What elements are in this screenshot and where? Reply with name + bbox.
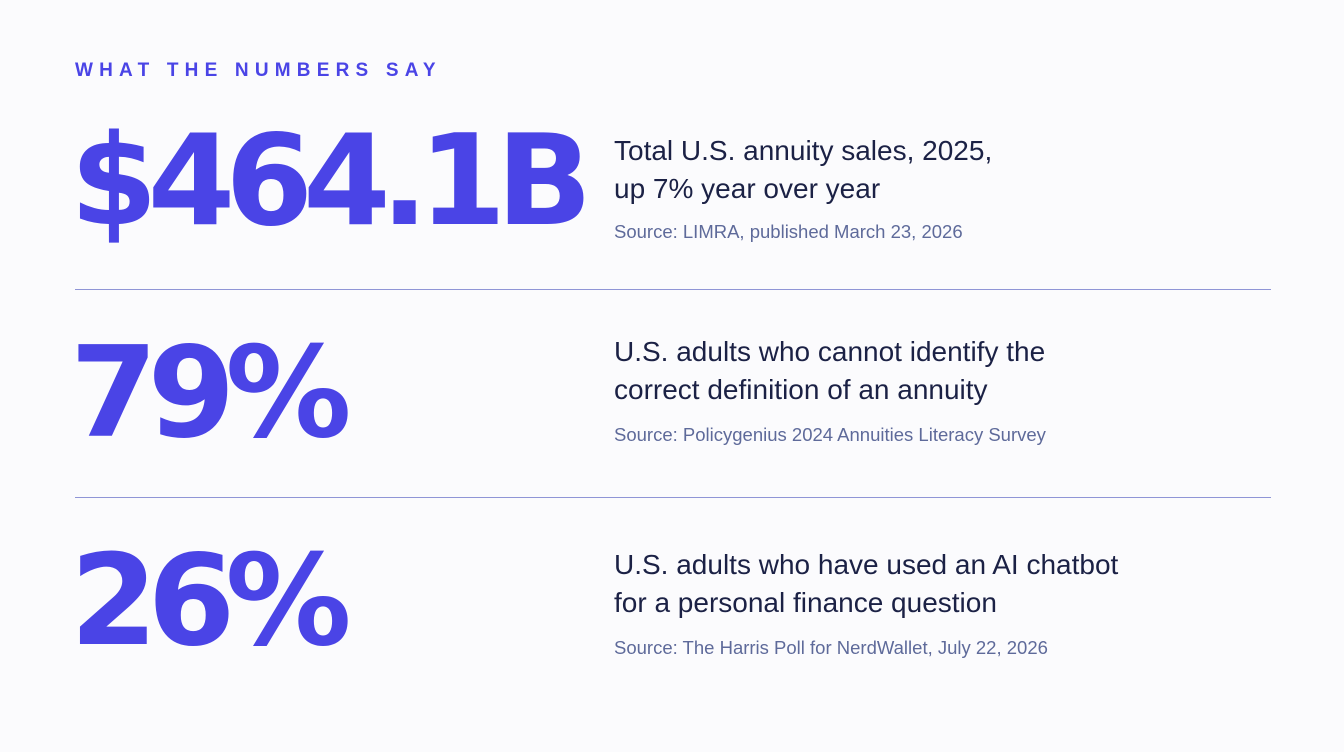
stat-source-annuity-sales: Source: LIMRA, published March 23, 2026 xyxy=(614,221,963,242)
stat-value-annuity-literacy: 79% xyxy=(70,319,352,466)
stat-value-ai-chatbot: 26% xyxy=(70,527,352,674)
stat-description-line: U.S. adults who have used an AI chatbot xyxy=(614,549,1119,580)
stat-source-annuity-literacy: Source: Policygenius 2024 Annuities Lite… xyxy=(614,424,1046,445)
stat-description-line: correct definition of an annuity xyxy=(614,374,988,405)
stat-description-annuity-sales: Total U.S. annuity sales, 2025, up 7% ye… xyxy=(614,132,1214,208)
stat-description-line: U.S. adults who cannot identify the xyxy=(614,336,1046,367)
stat-description-line: for a personal finance question xyxy=(614,587,997,618)
stat-description-ai-chatbot: U.S. adults who have used an AI chatbot … xyxy=(614,546,1214,622)
stat-description-line: Total U.S. annuity sales, 2025, xyxy=(614,135,993,166)
section-kicker: WHAT THE NUMBERS SAY xyxy=(75,60,442,81)
stat-description-annuity-literacy: U.S. adults who cannot identify the corr… xyxy=(614,333,1214,409)
stat-value-annuity-sales: $464.1B xyxy=(70,107,592,254)
stat-description-line: up 7% year over year xyxy=(614,173,881,204)
divider xyxy=(75,289,1271,290)
stat-source-ai-chatbot: Source: The Harris Poll for NerdWallet, … xyxy=(614,637,1048,658)
divider xyxy=(75,497,1271,498)
